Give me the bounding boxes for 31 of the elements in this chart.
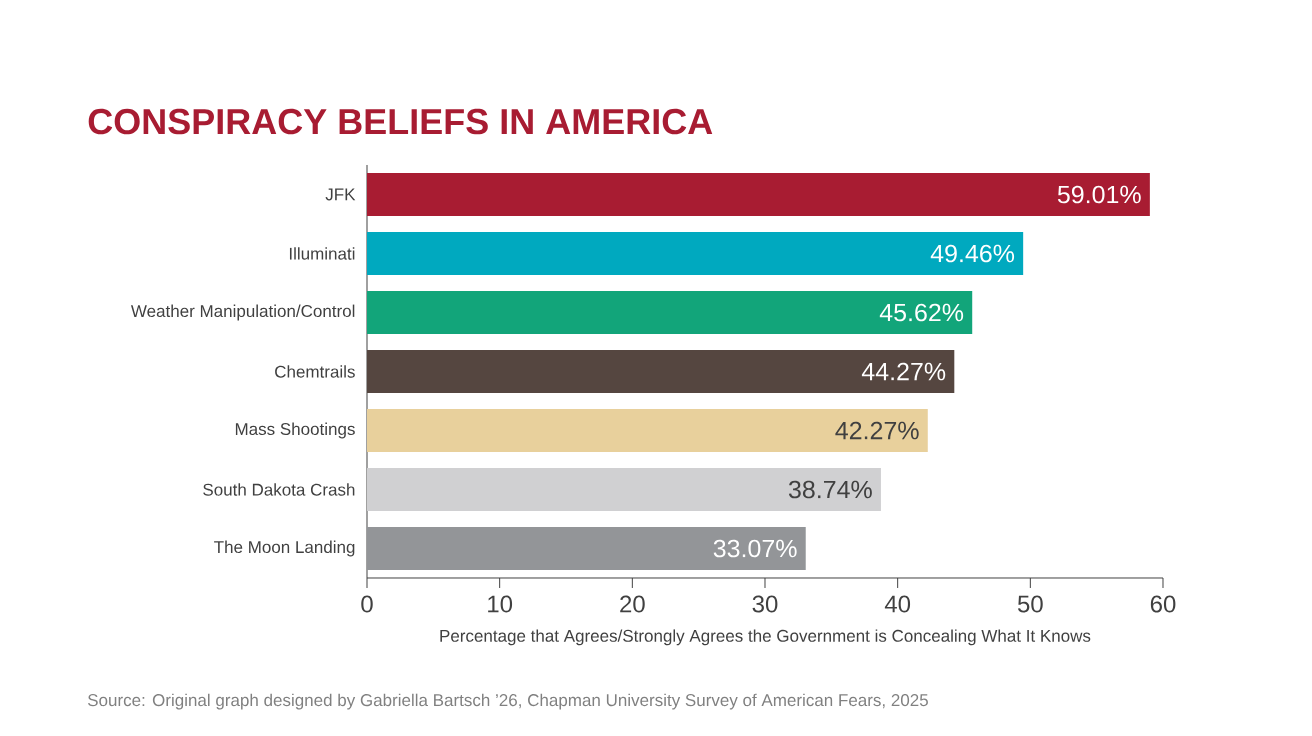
- data-label: 45.62%: [879, 303, 964, 322]
- y-tick-label: Chemtrails: [275, 365, 355, 378]
- y-tick-label: JFK: [325, 188, 356, 201]
- data-label: 38.74%: [788, 480, 872, 499]
- x-axis-title: Percentage that Agrees/Strongly Agrees the Government is Concealing What It Knows: [440, 629, 1091, 646]
- y-tick-label: The Moon Landing: [214, 540, 355, 557]
- x-tick-label: 60: [1150, 595, 1176, 613]
- y-tick-label: Mass Shootings: [235, 422, 355, 439]
- bar: [367, 291, 973, 334]
- bar: [367, 173, 1150, 216]
- x-tick-label: 20: [620, 595, 645, 613]
- chart-title: CONSPIRACY BELIEFS IN AMERICA: [88, 108, 713, 135]
- x-tick-label: 10: [488, 595, 513, 613]
- bar: [367, 350, 955, 393]
- source-note: Source: Original graph designed by Gabriella Bartsch ’26, Chapman University Survey of American Fears, 2025: [87, 693, 928, 710]
- bar: [367, 467, 881, 511]
- y-tick-label: South Dakota Crash: [203, 483, 355, 496]
- x-tick-label: 40: [884, 595, 911, 613]
- data-label: 49.46%: [930, 244, 1015, 263]
- bar: [367, 526, 806, 570]
- data-label: 33.07%: [713, 539, 797, 558]
- x-tick-label: 30: [752, 595, 778, 613]
- bar: [367, 232, 1024, 275]
- bar: [367, 409, 928, 452]
- data-label: 44.27%: [861, 362, 946, 381]
- x-tick-label: 0: [361, 595, 373, 613]
- data-label: 42.27%: [835, 421, 919, 440]
- y-tick-label: Weather Manipulation/Control: [130, 304, 355, 321]
- data-label: 59.01%: [1057, 185, 1141, 204]
- y-tick-label: Illuminati: [289, 247, 355, 260]
- x-tick-label: 50: [1017, 595, 1043, 613]
